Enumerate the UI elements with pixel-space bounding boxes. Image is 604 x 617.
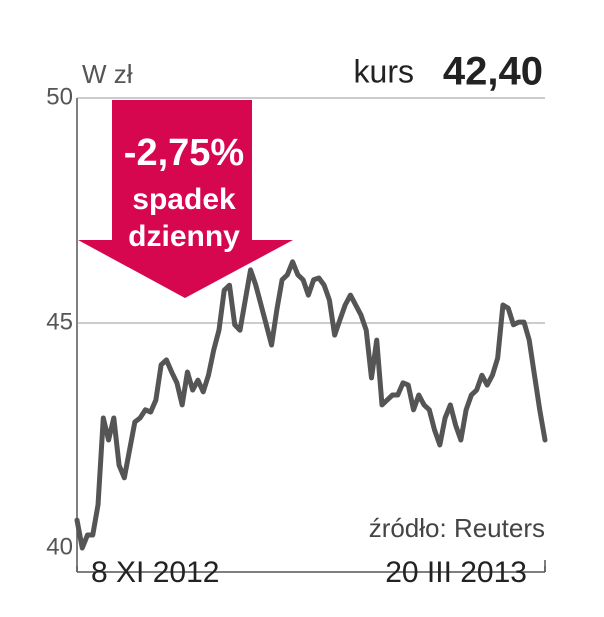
chart-title: W zł: [82, 59, 133, 89]
y-tick-label: 45: [46, 308, 73, 335]
source: źródło: Reuters: [369, 513, 545, 543]
annotation-text: -2,75%: [124, 132, 244, 174]
header-value: 42,40: [443, 50, 543, 94]
line: [74, 259, 548, 551]
annotation-arrow: [78, 100, 293, 298]
annotation-text: spadek: [132, 183, 236, 216]
annotation-text: dzienny: [128, 220, 240, 253]
x-tick-label: 8 XI 2012: [91, 556, 219, 589]
y-tick-label: 50: [46, 83, 73, 110]
header-label: kurs: [354, 53, 414, 89]
y-tick-label: 40: [46, 533, 73, 560]
x-tick-label: 20 III 2013: [385, 556, 527, 589]
